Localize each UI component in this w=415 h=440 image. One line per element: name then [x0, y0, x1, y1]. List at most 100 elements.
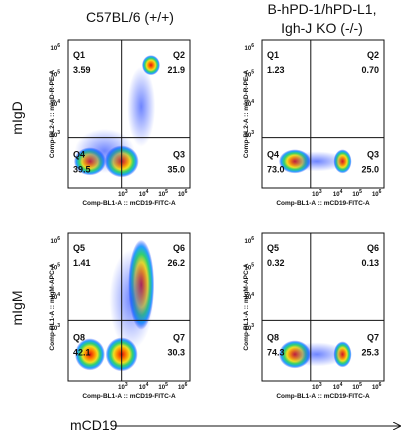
tick-exponent: 3	[251, 323, 254, 329]
quadrant-value: 35.0	[167, 165, 185, 175]
quadrant-label: Q1	[73, 50, 85, 60]
x-axis-label: Comp-BL1-A :: mCD19-FITC-A	[276, 393, 370, 400]
tick-exponent: 6	[379, 382, 382, 388]
x-tick-label: 103	[312, 189, 322, 198]
tick-base: 10	[352, 192, 359, 198]
tick-base: 10	[245, 133, 252, 139]
tick-exponent: 4	[340, 189, 343, 195]
tick-base: 10	[178, 385, 185, 391]
y-tick-label: 105	[51, 263, 61, 272]
x-tick-label: 105	[158, 189, 168, 198]
y-tick-label: 104	[51, 99, 61, 108]
quadrant-label: Q7	[367, 332, 379, 342]
tick-base: 10	[245, 102, 252, 108]
tick-exponent: 4	[57, 292, 60, 298]
tick-base: 10	[178, 192, 185, 198]
tick-base: 10	[51, 326, 58, 332]
tick-base: 10	[51, 46, 58, 52]
x-tick-label: 103	[312, 382, 322, 391]
density-cluster	[74, 129, 135, 173]
plot-frame	[67, 39, 191, 189]
tick-exponent: 4	[251, 99, 254, 105]
x-tick-label: 103	[118, 382, 128, 391]
y-tick-label: 103	[51, 130, 61, 139]
tick-exponent: 4	[251, 292, 254, 298]
y-tick-label: 106	[245, 236, 255, 245]
tick-exponent: 3	[125, 382, 128, 388]
tick-base: 10	[333, 385, 340, 391]
quadrant-value: 1.23	[267, 65, 285, 75]
tick-base: 10	[51, 239, 58, 245]
plot-frame	[261, 232, 385, 382]
tick-base: 10	[139, 192, 146, 198]
tick-exponent: 4	[57, 99, 60, 105]
tick-base: 10	[372, 385, 379, 391]
density-cluster	[74, 338, 105, 371]
tick-exponent: 3	[319, 382, 322, 388]
x-tick-label: 104	[333, 189, 343, 198]
density-plot	[261, 39, 385, 189]
tick-base: 10	[158, 192, 165, 198]
tick-exponent: 3	[251, 130, 254, 136]
plot-frame	[261, 39, 385, 189]
quadrant-value: 0.32	[267, 258, 285, 268]
tick-exponent: 6	[185, 382, 188, 388]
quadrant-label: Q4	[73, 150, 85, 160]
x-tick-label: 105	[352, 382, 362, 391]
tick-base: 10	[51, 73, 58, 79]
tick-exponent: 5	[57, 263, 60, 269]
tick-base: 10	[245, 239, 252, 245]
x-tick-label: 104	[139, 189, 149, 198]
tick-exponent: 5	[359, 382, 362, 388]
tick-exponent: 5	[251, 70, 254, 76]
tick-exponent: 5	[359, 189, 362, 195]
y-tick-label: 106	[51, 43, 61, 52]
quadrant-label: Q5	[267, 243, 279, 253]
x-tick-label: 106	[372, 189, 382, 198]
row-label: mIgM	[9, 291, 25, 326]
column-header: Igh-J KO (-/-)	[281, 20, 363, 36]
x-axis-label: Comp-BL1-A :: mCD19-FITC-A	[276, 200, 370, 207]
y-tick-label: 104	[245, 292, 255, 301]
quadrant-label: Q3	[367, 150, 379, 160]
tick-base: 10	[51, 133, 58, 139]
tick-base: 10	[51, 102, 58, 108]
density-plot	[67, 39, 191, 189]
quadrant-label: Q5	[73, 243, 85, 253]
quadrant-value: 25.0	[361, 165, 379, 175]
tick-exponent: 6	[57, 43, 60, 49]
y-tick-label: 105	[245, 263, 255, 272]
tick-exponent: 6	[185, 189, 188, 195]
quadrant-value: 30.3	[167, 347, 185, 357]
tick-exponent: 6	[379, 189, 382, 195]
density-cluster	[286, 151, 347, 172]
y-axis-label: Comp-RL1-A :: mIgM-APC-A	[49, 263, 56, 350]
density-cluster	[109, 249, 154, 350]
quadrant-label: Q2	[173, 50, 185, 60]
quadrant-label: Q6	[367, 243, 379, 253]
quadrant-label: Q4	[267, 150, 279, 160]
tick-exponent: 6	[251, 236, 254, 242]
quadrant-label: Q6	[173, 243, 185, 253]
quadrant-value: 26.2	[167, 258, 185, 268]
tick-exponent: 4	[146, 382, 149, 388]
tick-base: 10	[352, 385, 359, 391]
tick-exponent: 5	[57, 70, 60, 76]
tick-exponent: 4	[146, 189, 149, 195]
quadrant-label: Q1	[267, 50, 279, 60]
column-header: B-hPD-1/hPD-L1,	[268, 1, 377, 17]
quadrant-value: 1.41	[73, 258, 91, 268]
tick-base: 10	[245, 266, 252, 272]
x-tick-label: 103	[118, 189, 128, 198]
tick-exponent: 3	[57, 323, 60, 329]
tick-base: 10	[51, 295, 58, 301]
tick-base: 10	[372, 192, 379, 198]
quadrant-value: 3.59	[73, 65, 91, 75]
density-plot	[261, 232, 385, 382]
y-tick-label: 105	[51, 70, 61, 79]
quadrant-value: 42.1	[73, 347, 91, 357]
y-tick-label: 106	[245, 43, 255, 52]
x-tick-label: 104	[333, 382, 343, 391]
tick-base: 10	[118, 192, 125, 198]
quadrant-label: Q8	[73, 332, 85, 342]
